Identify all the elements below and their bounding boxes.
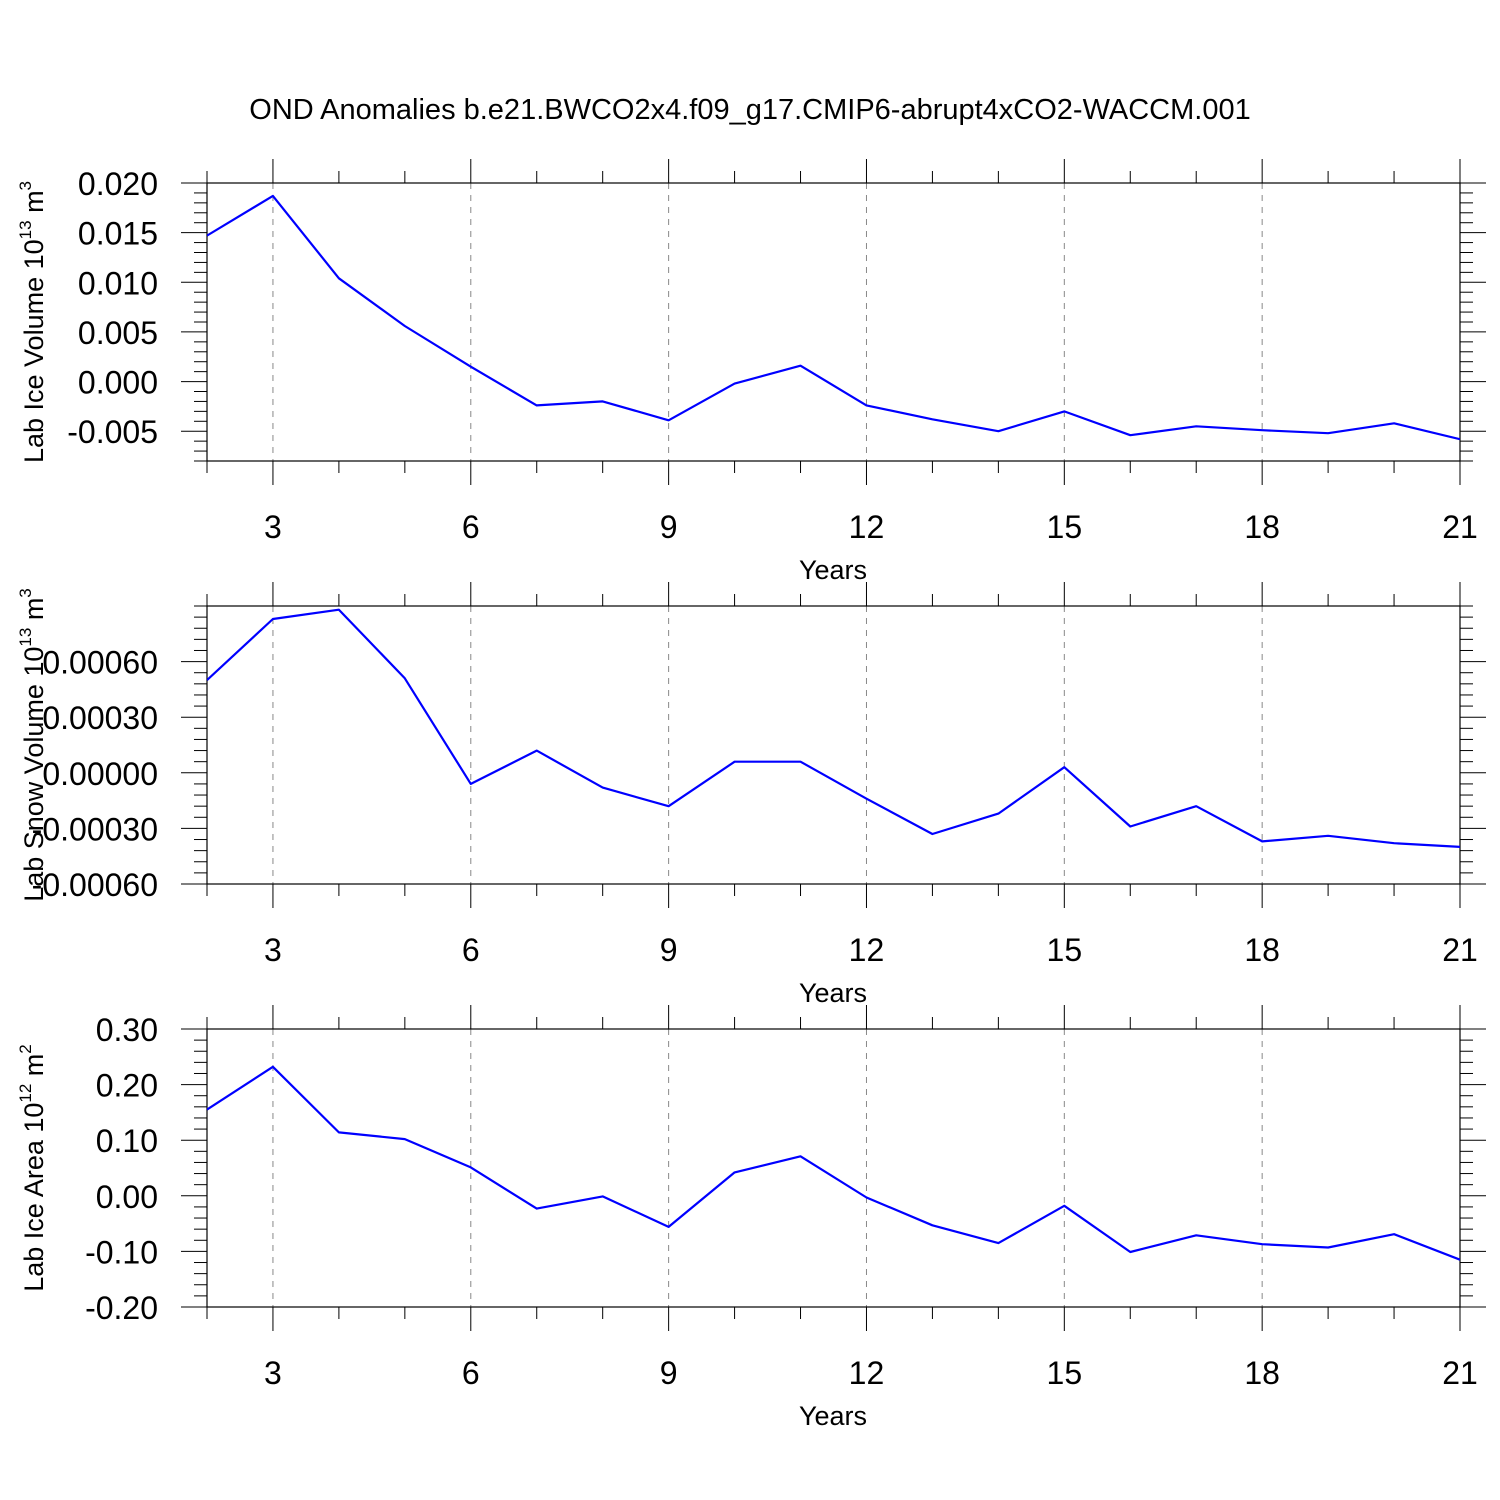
chart-snow-volume-series-line (207, 608, 1460, 848)
chart-snow-volume-xtick-label: 3 (264, 932, 282, 968)
panel-ice-volume: 3 6 9 12 15 18 21 0.020 0.015 0.010 0.005 0.000 -0.0… (16, 159, 1486, 585)
chart-ice-area-ytick-label: 0.00 (96, 1179, 158, 1215)
figure-title: OND Anomalies b.e21.BWCO2x4.f09_g17.CMIP… (249, 94, 1250, 126)
chart-ice-volume-xtick-label: 21 (1442, 509, 1478, 545)
chart-ice-volume-ytick-label: 0.010 (78, 265, 158, 301)
chart-snow-volume-xtick-label: 12 (849, 932, 885, 968)
chart-snow-volume-xtick-label: 21 (1442, 932, 1478, 968)
chart-ice-area-series-line (207, 1065, 1460, 1261)
chart-ice-volume-xtick-label: 12 (849, 509, 885, 545)
chart-ice-area-ytick-label: 0.30 (96, 1012, 158, 1048)
chart-ice-volume-xtick-label: 9 (660, 509, 678, 545)
chart-ice-area-ytick-label: -0.10 (85, 1234, 158, 1270)
chart-ice-area-xlabel: Years (799, 1401, 867, 1431)
chart-ice-volume-ytick-label: -0.005 (67, 414, 158, 450)
chart-ice-area-xtick-label: 12 (849, 1355, 885, 1391)
chart-snow-volume-xtick-label: 6 (462, 932, 480, 968)
chart-snow-volume-xtick-label: 18 (1244, 932, 1280, 968)
chart-snow-volume-xlabel: Years (799, 978, 867, 1008)
chart-ice-area-xtick-label: 15 (1047, 1355, 1083, 1391)
chart-snow-volume-xtick-label: 15 (1047, 932, 1083, 968)
chart-snow-volume-ytick-label: 0.00060 (42, 645, 158, 681)
chart-ice-volume-frame (206, 182, 1461, 462)
chart-ice-volume-xtick-label: 18 (1244, 509, 1280, 545)
chart-ice-volume-ytick-label: 0.015 (78, 216, 158, 252)
chart-ice-area-xtick-label: 21 (1442, 1355, 1478, 1391)
chart-snow-volume-ytick-label: 0.00030 (42, 700, 158, 736)
chart-ice-area-xtick-label: 6 (462, 1355, 480, 1391)
chart-ice-area-xtick-label: 3 (264, 1355, 282, 1391)
chart-ice-area-xtick-label: 18 (1244, 1355, 1280, 1391)
chart-ice-volume-xlabel: Years (799, 555, 867, 585)
chart-ice-area-ytick-label: 0.10 (96, 1123, 158, 1159)
chart-snow-volume-ytick-label: 0.00000 (42, 756, 158, 792)
chart-ice-volume-xtick-label: 3 (264, 509, 282, 545)
chart-ice-volume-ytick-label: 0.005 (78, 315, 158, 351)
panel-snow-volume: 3 6 9 12 15 18 21 0.00060 0.00030 0.00000 -0.00030… (16, 582, 1486, 1008)
chart-ice-area-ylabel: Lab Ice Area 1012 m2 (16, 1044, 49, 1292)
chart-snow-volume-ytick-label: -0.00030 (32, 811, 158, 847)
chart-snow-volume-ytick-label: -0.00060 (32, 867, 158, 903)
chart-ice-volume-ytick-label: 0.000 (78, 365, 158, 401)
chart-ice-volume-ytick-label: 0.020 (78, 166, 158, 202)
chart-ice-area-ytick-label: 0.20 (96, 1068, 158, 1104)
chart-ice-volume-xtick-label: 15 (1047, 509, 1083, 545)
chart-ice-area-xtick-label: 9 (660, 1355, 678, 1391)
chart-snow-volume-ylabel: Lab Snow Volume 1013 m3 (16, 588, 49, 902)
chart-ice-volume-ylabel: Lab Ice Volume 1013 m3 (16, 181, 49, 463)
chart-snow-volume-xtick-label: 9 (660, 932, 678, 968)
chart-ice-area-ytick-label: -0.20 (85, 1290, 158, 1326)
chart-snow-volume-frame (206, 605, 1461, 885)
chart-ice-volume-xtick-label: 6 (462, 509, 480, 545)
chart-ice-area-frame (206, 1028, 1461, 1308)
panel-ice-area: 3 6 9 12 15 18 21 0.30 0.20 0.10 0.00 -0.10 -0.20 Yea… (16, 1005, 1486, 1431)
chart-ice-volume-series-line (207, 194, 1460, 441)
